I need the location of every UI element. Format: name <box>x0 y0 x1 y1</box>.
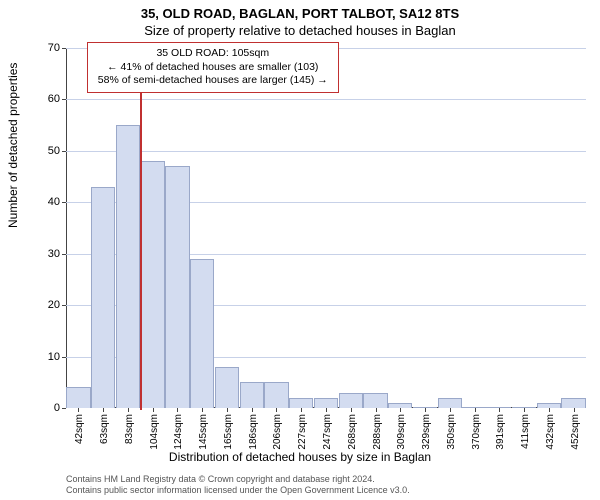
xtick-label: 391sqm <box>495 414 506 450</box>
xtick-label: 288sqm <box>372 414 383 450</box>
ytick-label: 50 <box>48 145 60 157</box>
x-axis-label: Distribution of detached houses by size … <box>0 450 600 464</box>
xtick-mark <box>376 408 377 412</box>
xtick-mark <box>425 408 426 412</box>
histogram-bar <box>314 398 338 408</box>
ytick-label: 40 <box>48 196 60 208</box>
xtick-label: 206sqm <box>272 414 283 450</box>
histogram-bar <box>66 387 90 408</box>
chart-container: 35, OLD ROAD, BAGLAN, PORT TALBOT, SA12 … <box>0 0 600 500</box>
ytick-label: 20 <box>48 299 60 311</box>
ytick-mark <box>62 357 66 358</box>
attribution-text: Contains HM Land Registry data © Crown c… <box>66 474 410 496</box>
histogram-bar <box>190 259 214 408</box>
gridline-h <box>66 99 586 100</box>
histogram-bar <box>240 382 264 408</box>
xtick-label: 350sqm <box>446 414 457 450</box>
histogram-bar <box>116 125 140 408</box>
xtick-label: 42sqm <box>74 414 85 444</box>
xtick-mark <box>276 408 277 412</box>
xtick-mark <box>103 408 104 412</box>
xtick-mark <box>177 408 178 412</box>
histogram-bar <box>339 393 363 408</box>
chart-title-line1: 35, OLD ROAD, BAGLAN, PORT TALBOT, SA12 … <box>0 0 600 21</box>
histogram-bar <box>141 161 165 408</box>
ytick-label: 10 <box>48 351 60 363</box>
plot-area: 01020304050607042sqm63sqm83sqm104sqm124s… <box>66 48 586 408</box>
histogram-bar <box>215 367 239 408</box>
xtick-label: 104sqm <box>149 414 160 450</box>
xtick-mark <box>574 408 575 412</box>
xtick-mark <box>450 408 451 412</box>
xtick-label: 145sqm <box>198 414 209 450</box>
ytick-mark <box>62 48 66 49</box>
xtick-label: 186sqm <box>248 414 259 450</box>
xtick-mark <box>128 408 129 412</box>
ytick-mark <box>62 202 66 203</box>
reference-line <box>140 42 142 410</box>
xtick-label: 432sqm <box>545 414 556 450</box>
attribution-line1: Contains HM Land Registry data © Crown c… <box>66 474 410 485</box>
xtick-mark <box>326 408 327 412</box>
xtick-label: 247sqm <box>322 414 333 450</box>
attribution-line2: Contains public sector information licen… <box>66 485 410 496</box>
histogram-bar <box>264 382 288 408</box>
annotation-line: ← 41% of detached houses are smaller (10… <box>98 61 328 75</box>
gridline-h <box>66 151 586 152</box>
ytick-label: 60 <box>48 93 60 105</box>
xtick-mark <box>78 408 79 412</box>
y-axis-label: Number of detached properties <box>6 63 20 228</box>
xtick-label: 268sqm <box>347 414 358 450</box>
xtick-label: 83sqm <box>124 414 135 444</box>
y-axis-line <box>66 48 67 408</box>
ytick-mark <box>62 99 66 100</box>
xtick-mark <box>549 408 550 412</box>
ytick-mark <box>62 151 66 152</box>
xtick-mark <box>524 408 525 412</box>
xtick-label: 165sqm <box>223 414 234 450</box>
xtick-mark <box>301 408 302 412</box>
histogram-bar <box>438 398 462 408</box>
xtick-label: 309sqm <box>396 414 407 450</box>
xtick-mark <box>202 408 203 412</box>
histogram-bar <box>363 393 387 408</box>
xtick-label: 63sqm <box>99 414 110 444</box>
annotation-line: 35 OLD ROAD: 105sqm <box>98 47 328 61</box>
annotation-box: 35 OLD ROAD: 105sqm← 41% of detached hou… <box>87 42 339 93</box>
ytick-label: 30 <box>48 248 60 260</box>
xtick-mark <box>400 408 401 412</box>
xtick-mark <box>153 408 154 412</box>
ytick-mark <box>62 305 66 306</box>
xtick-label: 452sqm <box>570 414 581 450</box>
ytick-mark <box>62 408 66 409</box>
histogram-bar <box>165 166 189 408</box>
histogram-bar <box>91 187 115 408</box>
xtick-label: 411sqm <box>520 414 531 449</box>
xtick-mark <box>351 408 352 412</box>
histogram-bar <box>289 398 313 408</box>
xtick-label: 329sqm <box>421 414 432 450</box>
chart-title-line2: Size of property relative to detached ho… <box>0 21 600 38</box>
xtick-mark <box>499 408 500 412</box>
xtick-label: 370sqm <box>471 414 482 450</box>
xtick-mark <box>475 408 476 412</box>
ytick-label: 0 <box>54 402 60 414</box>
annotation-line: 58% of semi-detached houses are larger (… <box>98 74 328 88</box>
xtick-mark <box>227 408 228 412</box>
xtick-label: 124sqm <box>173 414 184 450</box>
ytick-label: 70 <box>48 42 60 54</box>
histogram-bar <box>561 398 585 408</box>
xtick-label: 227sqm <box>297 414 308 450</box>
ytick-mark <box>62 254 66 255</box>
xtick-mark <box>252 408 253 412</box>
